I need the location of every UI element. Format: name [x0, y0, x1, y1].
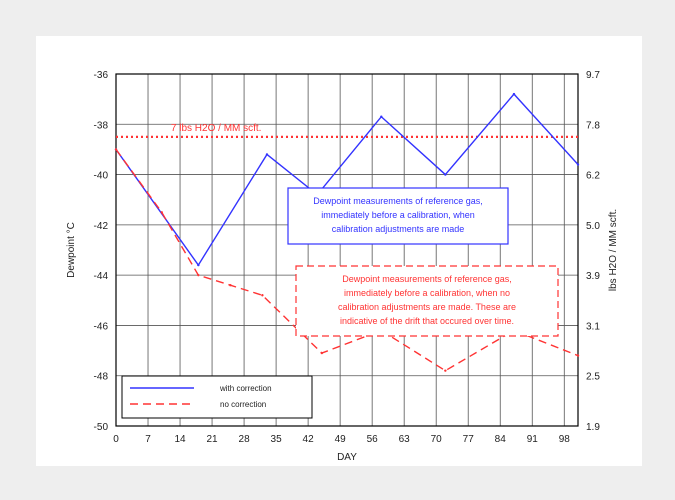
y-tick-label: -40 — [94, 171, 109, 182]
with-correction-note-text: calibration adjustments are made — [332, 224, 465, 234]
no-correction-note-text: immediately before a calibration, when n… — [344, 288, 510, 298]
y2-tick-label: 6.2 — [586, 171, 600, 182]
series-point — [229, 284, 232, 287]
series-point — [114, 148, 118, 151]
series-line-no-correction — [115, 149, 579, 372]
x-tick-label: 49 — [335, 434, 347, 445]
x-tick-label: 91 — [527, 434, 539, 445]
series-point — [444, 173, 447, 176]
y2-tick-label: 5.0 — [586, 221, 600, 232]
y-tick-label: -44 — [94, 271, 109, 282]
series-point — [380, 115, 383, 118]
y2-tick-label: 3.1 — [586, 321, 600, 332]
plot-frame — [115, 73, 579, 427]
x-tick-label: 77 — [463, 434, 475, 445]
x-tick-label: 98 — [559, 434, 571, 445]
series-point — [512, 92, 516, 96]
y2-tick-label: 7.8 — [586, 120, 600, 131]
series-line-with-correction — [115, 93, 579, 267]
y-tick-label: -42 — [94, 221, 109, 232]
series-point — [197, 263, 200, 267]
x-tick-label: 0 — [113, 434, 119, 445]
chart-card: 0 7 14 21 28 35 42 49 56 63 70 77 84 91 98 -50 -48 -46 -44… — [36, 36, 642, 466]
y2-tick-label: 9.7 — [586, 70, 600, 81]
with-correction-note-box — [287, 187, 509, 245]
with-correction-note-text: immediately before a calibration, when — [321, 210, 475, 220]
no-correction-note-box — [295, 265, 559, 337]
series-point — [265, 153, 269, 156]
no-correction-note-text: indicative of the drift that occured ove… — [340, 316, 514, 326]
series-point — [160, 211, 163, 214]
dewpoint-chart: 0 7 14 21 28 35 42 49 56 63 70 77 84 91 98 -50 -48 -46 -44… — [66, 70, 619, 463]
x-tick-label: 70 — [431, 434, 443, 445]
x-tick-label: 7 — [145, 434, 151, 445]
y-tick-label: -46 — [94, 321, 109, 332]
x-axis-title: DAY — [337, 452, 357, 463]
x-tick-label: 42 — [303, 434, 315, 445]
x-tick-label: 56 — [367, 434, 379, 445]
series-point — [261, 294, 264, 297]
y-tick-label: -50 — [94, 422, 109, 433]
series-point — [576, 163, 580, 166]
x-tick-label: 84 — [495, 434, 507, 445]
x-tick-label: 14 — [174, 434, 186, 445]
legend-label: no correction — [220, 400, 266, 409]
y2-axis-title: lbs H2O / MM scft. — [608, 209, 619, 291]
y-tick-label: -38 — [94, 120, 109, 131]
y2-tick-label: 2.5 — [586, 372, 600, 383]
with-correction-note-text: Dewpoint measurements of reference gas, — [313, 196, 483, 206]
legend-box — [121, 375, 313, 419]
series-point — [576, 354, 580, 357]
y-axis-title: Dewpoint °C — [66, 222, 77, 278]
y-tick-label: -48 — [94, 372, 109, 383]
series-point — [320, 351, 324, 355]
series-point — [197, 273, 200, 277]
series-point — [444, 369, 447, 372]
reference-line-label: 7 lbs H2O / MM scft. — [171, 123, 262, 134]
y2-tick-label: 3.9 — [586, 271, 600, 282]
x-tick-label: 35 — [271, 434, 283, 445]
y2-tick-label: 1.9 — [586, 422, 600, 433]
x-tick-label: 63 — [399, 434, 411, 445]
no-correction-note-text: calibration adjustments are made. These … — [338, 302, 516, 312]
x-tick-label: 28 — [239, 434, 251, 445]
legend-label: with correction — [219, 384, 272, 393]
no-correction-note-text: Dewpoint measurements of reference gas, — [342, 274, 512, 284]
y-tick-label: -36 — [94, 70, 109, 81]
x-tick-label: 21 — [206, 434, 218, 445]
